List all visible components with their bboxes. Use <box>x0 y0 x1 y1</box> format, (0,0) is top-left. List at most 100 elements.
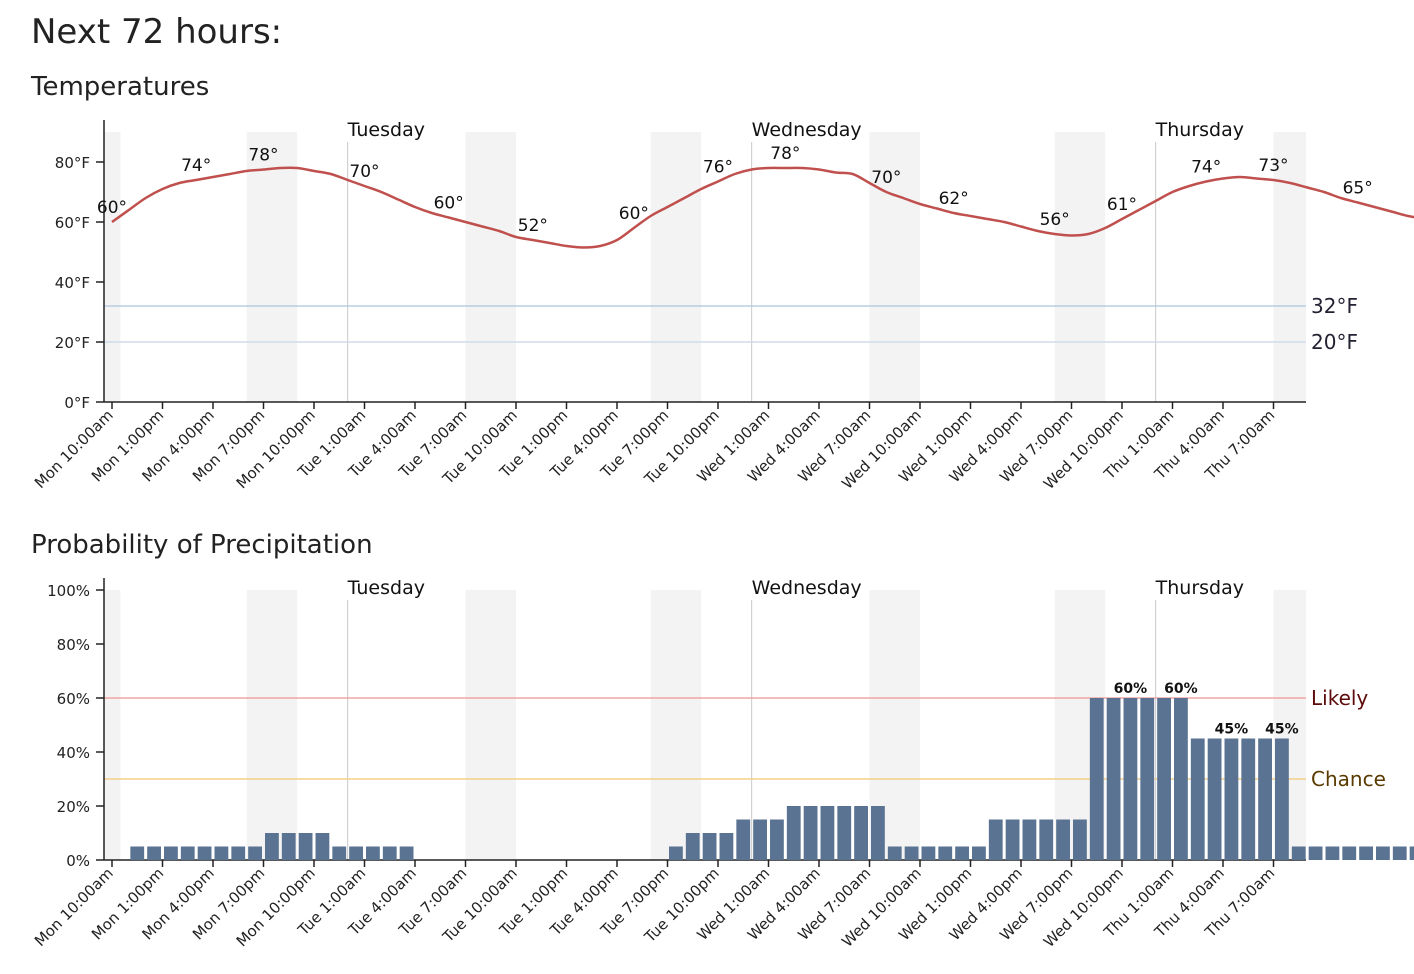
temperature-label: 60° <box>97 198 127 218</box>
temperature-label: 70° <box>349 162 379 182</box>
reference-label: 32°F <box>1311 294 1358 318</box>
precip-bar <box>1359 846 1373 860</box>
precip-bar <box>1157 698 1171 860</box>
y-tick-label: 40% <box>57 744 90 762</box>
temperature-line <box>111 166 1414 249</box>
precip-bar <box>1409 846 1414 860</box>
night-shade <box>869 132 920 402</box>
y-tick-label: 20°F <box>55 334 90 352</box>
y-tick-label: 40°F <box>55 274 90 292</box>
precip-bar <box>803 806 818 860</box>
y-tick-label: 0°F <box>64 394 90 412</box>
precip-bar <box>938 846 953 860</box>
precip-bar <box>366 846 380 860</box>
precip-bar <box>770 819 784 860</box>
precip-bar <box>1308 846 1323 860</box>
precip-bar <box>837 806 852 860</box>
temperature-label: 52° <box>518 216 548 236</box>
precip-bar <box>1123 698 1138 860</box>
night-shade <box>465 590 516 860</box>
precip-bar <box>298 833 313 860</box>
precipitation-chart-title: Probability of Precipitation <box>31 530 373 560</box>
precip-bar-label: 60% <box>1164 681 1198 697</box>
precip-bar <box>854 806 868 860</box>
temperature-chart: Tuesday Wednesday Thursday 32°F 20°F 0°F 20°F 4… <box>31 119 1414 493</box>
precip-bar <box>1005 819 1020 860</box>
precip-bar <box>214 846 229 860</box>
precip-bar <box>988 819 1003 860</box>
precip-bar <box>736 819 751 860</box>
precip-bar-label: 45% <box>1265 722 1299 738</box>
page-title: Next 72 hours: <box>31 12 283 52</box>
precip-bar <box>147 846 161 860</box>
y-tick-label: 0% <box>66 852 90 870</box>
reference-label: Chance <box>1311 767 1386 791</box>
temperature-label: 56° <box>1040 210 1070 230</box>
precip-bar <box>399 846 414 860</box>
y-tick-label: 20% <box>57 798 90 816</box>
y-tick-label: 60% <box>57 690 90 708</box>
precip-bar <box>281 833 296 860</box>
temperature-label: 78° <box>248 146 278 166</box>
night-shade <box>650 132 702 402</box>
precip-bar <box>820 806 835 860</box>
precip-bar <box>753 819 767 860</box>
precip-bar <box>1291 846 1306 860</box>
precip-bar <box>1140 698 1155 860</box>
day-label: Tuesday <box>347 119 425 141</box>
precip-bar <box>1073 819 1087 860</box>
precip-bar <box>719 833 734 860</box>
temperature-label: 70° <box>871 168 901 188</box>
day-label: Thursday <box>1155 119 1244 141</box>
precip-bar <box>1039 819 1054 860</box>
reference-label: Likely <box>1311 686 1368 710</box>
night-shade <box>104 590 121 860</box>
precip-bar-label: 45% <box>1215 722 1249 738</box>
precip-bar <box>1342 846 1357 860</box>
precip-bar <box>164 846 178 860</box>
precip-bar <box>972 846 986 860</box>
y-tick-label: 80°F <box>55 154 90 172</box>
night-shade <box>246 590 298 860</box>
precip-bar <box>1376 846 1390 860</box>
precipitation-chart: Tuesday Wednesday Thursday Likely Chance 0% 20… <box>31 577 1414 951</box>
precip-bar <box>1325 846 1340 860</box>
night-shade <box>1054 132 1106 402</box>
precip-bar <box>1056 819 1070 860</box>
reference-label: 20°F <box>1311 330 1358 354</box>
precip-bar <box>1190 738 1205 860</box>
precip-bar <box>265 833 279 860</box>
precip-bar <box>332 846 347 860</box>
day-label: Tuesday <box>347 577 425 599</box>
temperature-chart-title: Temperatures <box>31 72 210 102</box>
precip-bar <box>669 846 683 860</box>
precip-bar <box>130 846 145 860</box>
precip-bar <box>197 846 212 860</box>
temperature-label: 74° <box>181 156 211 176</box>
precip-bar <box>1207 738 1222 860</box>
temperature-label: 74° <box>1191 158 1221 178</box>
precip-bar <box>1089 698 1104 860</box>
night-shade <box>465 132 516 402</box>
precip-bar <box>248 846 262 860</box>
precip-bar <box>1022 819 1037 860</box>
temperature-label: 76° <box>703 158 733 178</box>
precip-bar <box>231 846 246 860</box>
night-shade <box>1273 132 1306 402</box>
precip-bar <box>904 846 919 860</box>
precip-bar <box>382 846 397 860</box>
day-label: Thursday <box>1155 577 1244 599</box>
day-label: Wednesday <box>752 119 862 141</box>
y-tick-label: 80% <box>57 636 90 654</box>
night-shade <box>104 132 121 402</box>
temperature-label: 73° <box>1258 156 1288 176</box>
precip-bar <box>921 846 936 860</box>
temperature-label: 65° <box>1343 179 1373 199</box>
temperature-label: 62° <box>939 189 969 209</box>
night-shade <box>650 590 702 860</box>
precip-bar-label: 60% <box>1114 681 1148 697</box>
precip-bar <box>1174 698 1188 860</box>
precip-bar <box>1275 738 1289 860</box>
precip-bar <box>1392 846 1407 860</box>
precip-bar <box>1258 738 1272 860</box>
